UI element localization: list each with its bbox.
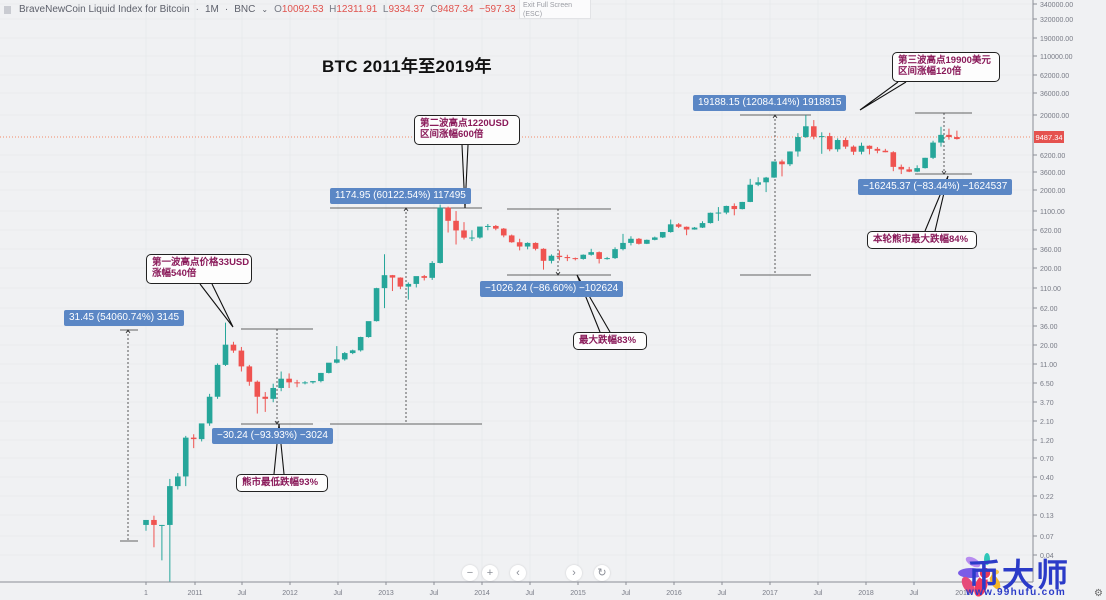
measure-tool-lines: [120, 112, 972, 542]
price-tick-label: 0.70: [1040, 456, 1054, 463]
scroll-left-button[interactable]: ‹: [510, 565, 526, 581]
measure-label[interactable]: −1026.24 (−86.60%) −102624: [480, 281, 624, 297]
callout-annotation[interactable]: 第二波高点1220USD 区间涨幅600倍: [414, 115, 520, 145]
watermark-brand: 币大师: [968, 556, 1071, 594]
price-tick-label: 1100.00: [1040, 209, 1065, 216]
price-tick-label: 62.00: [1040, 306, 1058, 313]
time-tick-label: 2011: [187, 590, 202, 597]
price-tick-label: 360.00: [1040, 247, 1062, 254]
open-value: 10092.53: [281, 4, 324, 15]
callout-annotation[interactable]: 最大跌幅83%: [573, 332, 647, 350]
time-tick-label: Jul: [622, 590, 631, 597]
price-tick-label: 3.70: [1040, 400, 1054, 407]
candles: [143, 115, 960, 582]
zoom-in-button[interactable]: +: [482, 565, 498, 581]
time-tick-label: 2012: [282, 590, 298, 597]
settings-gear-icon[interactable]: ⚙: [1094, 588, 1103, 599]
callout-annotation[interactable]: 熊市最低跌幅93%: [236, 474, 328, 492]
price-tick-label: 11.00: [1040, 362, 1057, 369]
symbol-legend[interactable]: BraveNewCoin Liquid Index for Bitcoin · …: [4, 4, 559, 15]
price-axis[interactable]: 340000.00 320000.00 190000.00 110000.00 6200…: [1033, 2, 1073, 560]
price-tick-label: 0.22: [1040, 494, 1054, 501]
close-value: 9487.34: [437, 4, 474, 15]
callout-text: 本轮熊市最大跌幅84%: [873, 234, 969, 245]
exchange-label: BNC: [234, 4, 256, 15]
time-tick-label: Jul: [814, 590, 823, 597]
callout-text: 区间涨幅120倍: [898, 66, 962, 77]
time-axis[interactable]: 1 2011 Jul 2012 Jul 2013 Jul 2014 Jul 2015 Jul 2016…: [144, 582, 971, 597]
price-tick-label: 190000.00: [1040, 36, 1073, 43]
price-tick-label: 3600.00: [1040, 170, 1065, 177]
chart-grid: [0, 0, 1032, 582]
low-value: 9334.37: [388, 4, 425, 15]
price-tick-label: 1.20: [1040, 438, 1054, 445]
interval-label[interactable]: 1M: [205, 4, 219, 15]
time-tick-label: Jul: [334, 590, 343, 597]
price-tick-label: 20.00: [1040, 343, 1058, 350]
price-tick-label: 340000.00: [1040, 2, 1073, 9]
symbol-icon: [4, 5, 11, 14]
price-tick-label: 0.40: [1040, 475, 1054, 482]
time-tick-label: Jul: [238, 590, 247, 597]
time-tick-label: Jul: [910, 590, 919, 597]
zoom-out-button[interactable]: −: [462, 565, 478, 581]
price-tick-label: 0.13: [1040, 513, 1054, 520]
time-tick-label: 2019: [955, 590, 971, 597]
price-tick-label: 6200.00: [1040, 153, 1065, 160]
time-tick-label: 1: [144, 590, 148, 597]
scroll-right-button[interactable]: ›: [566, 565, 582, 581]
price-tick-label: 320000.00: [1040, 17, 1073, 24]
callout-text: 第二波高点1220USD: [420, 118, 509, 129]
callout-text: 最大跌幅83%: [579, 335, 637, 346]
ohlc-values: O10092.53 H12311.91 L9334.37 C9487.34 −5…: [274, 4, 559, 15]
callout-text: 区间涨幅600倍: [420, 129, 484, 140]
reset-chart-button[interactable]: ↻: [594, 565, 610, 581]
price-tick-label: 2000.00: [1040, 188, 1065, 195]
time-tick-label: 2017: [762, 590, 778, 597]
current-price-tag: 9487.34: [1034, 131, 1064, 143]
chart-title: BTC 2011年至2019年: [322, 57, 492, 76]
measure-label[interactable]: −16245.37 (−83.44%) −1624537: [858, 179, 1013, 195]
callout-annotation[interactable]: 本轮熊市最大跌幅84%: [867, 231, 977, 249]
measure-label[interactable]: 19188.15 (12084.14%) 1918815: [693, 95, 847, 111]
price-tick-label: 620.00: [1040, 228, 1062, 235]
price-tick-label: 36000.00: [1040, 91, 1069, 98]
exit-fullscreen-button[interactable]: Exit Full Screen (ESC): [519, 0, 591, 19]
price-tick-label: 36.00: [1040, 324, 1058, 331]
time-tick-label: 2015: [570, 590, 586, 597]
callout-text: 第三波高点19900美元: [898, 55, 991, 66]
price-tick-label: 200.00: [1040, 266, 1062, 273]
chevron-down-icon[interactable]: ⌄: [261, 5, 269, 14]
time-tick-label: Jul: [718, 590, 727, 597]
time-tick-label: 2013: [378, 590, 394, 597]
callout-pointers: [199, 81, 949, 475]
measure-label[interactable]: −30.24 (−93.93%) −3024: [212, 428, 333, 444]
measure-label[interactable]: 1174.95 (60122.54%) 117495: [330, 188, 471, 204]
current-price-label: 9487.34: [1035, 133, 1062, 142]
callout-text: 熊市最低跌幅93%: [242, 477, 319, 488]
time-tick-label: 2016: [666, 590, 682, 597]
symbol-name[interactable]: BraveNewCoin Liquid Index for Bitcoin: [19, 4, 190, 15]
high-value: 12311.91: [336, 4, 378, 15]
measure-label[interactable]: 31.45 (54060.74%) 3145: [64, 310, 185, 326]
time-tick-label: 2014: [474, 590, 490, 597]
price-tick-label: 110000.00: [1040, 54, 1073, 61]
price-tick-label: 2.10: [1040, 419, 1054, 426]
time-tick-label: Jul: [526, 590, 535, 597]
watermark-url: www.99hufu.com: [966, 587, 1067, 598]
callout-annotation[interactable]: 第一波高点价格33USD 涨幅540倍: [146, 254, 252, 284]
callout-text: 涨幅540倍: [152, 268, 197, 279]
callout-text: 第一波高点价格33USD: [152, 257, 250, 268]
callout-annotation[interactable]: 第三波高点19900美元 区间涨幅120倍: [892, 52, 1000, 82]
price-tick-label: 62000.00: [1040, 73, 1069, 80]
time-tick-label: Jul: [430, 590, 439, 597]
price-tick-label: 20000.00: [1040, 113, 1069, 120]
price-tick-label: 110.00: [1040, 286, 1061, 293]
price-tick-label: 6.50: [1040, 381, 1054, 388]
time-tick-label: 2018: [858, 590, 874, 597]
price-tick-label: 0.04: [1040, 553, 1054, 560]
price-tick-label: 0.07: [1040, 534, 1054, 541]
flower-logo-icon: [958, 553, 1001, 597]
